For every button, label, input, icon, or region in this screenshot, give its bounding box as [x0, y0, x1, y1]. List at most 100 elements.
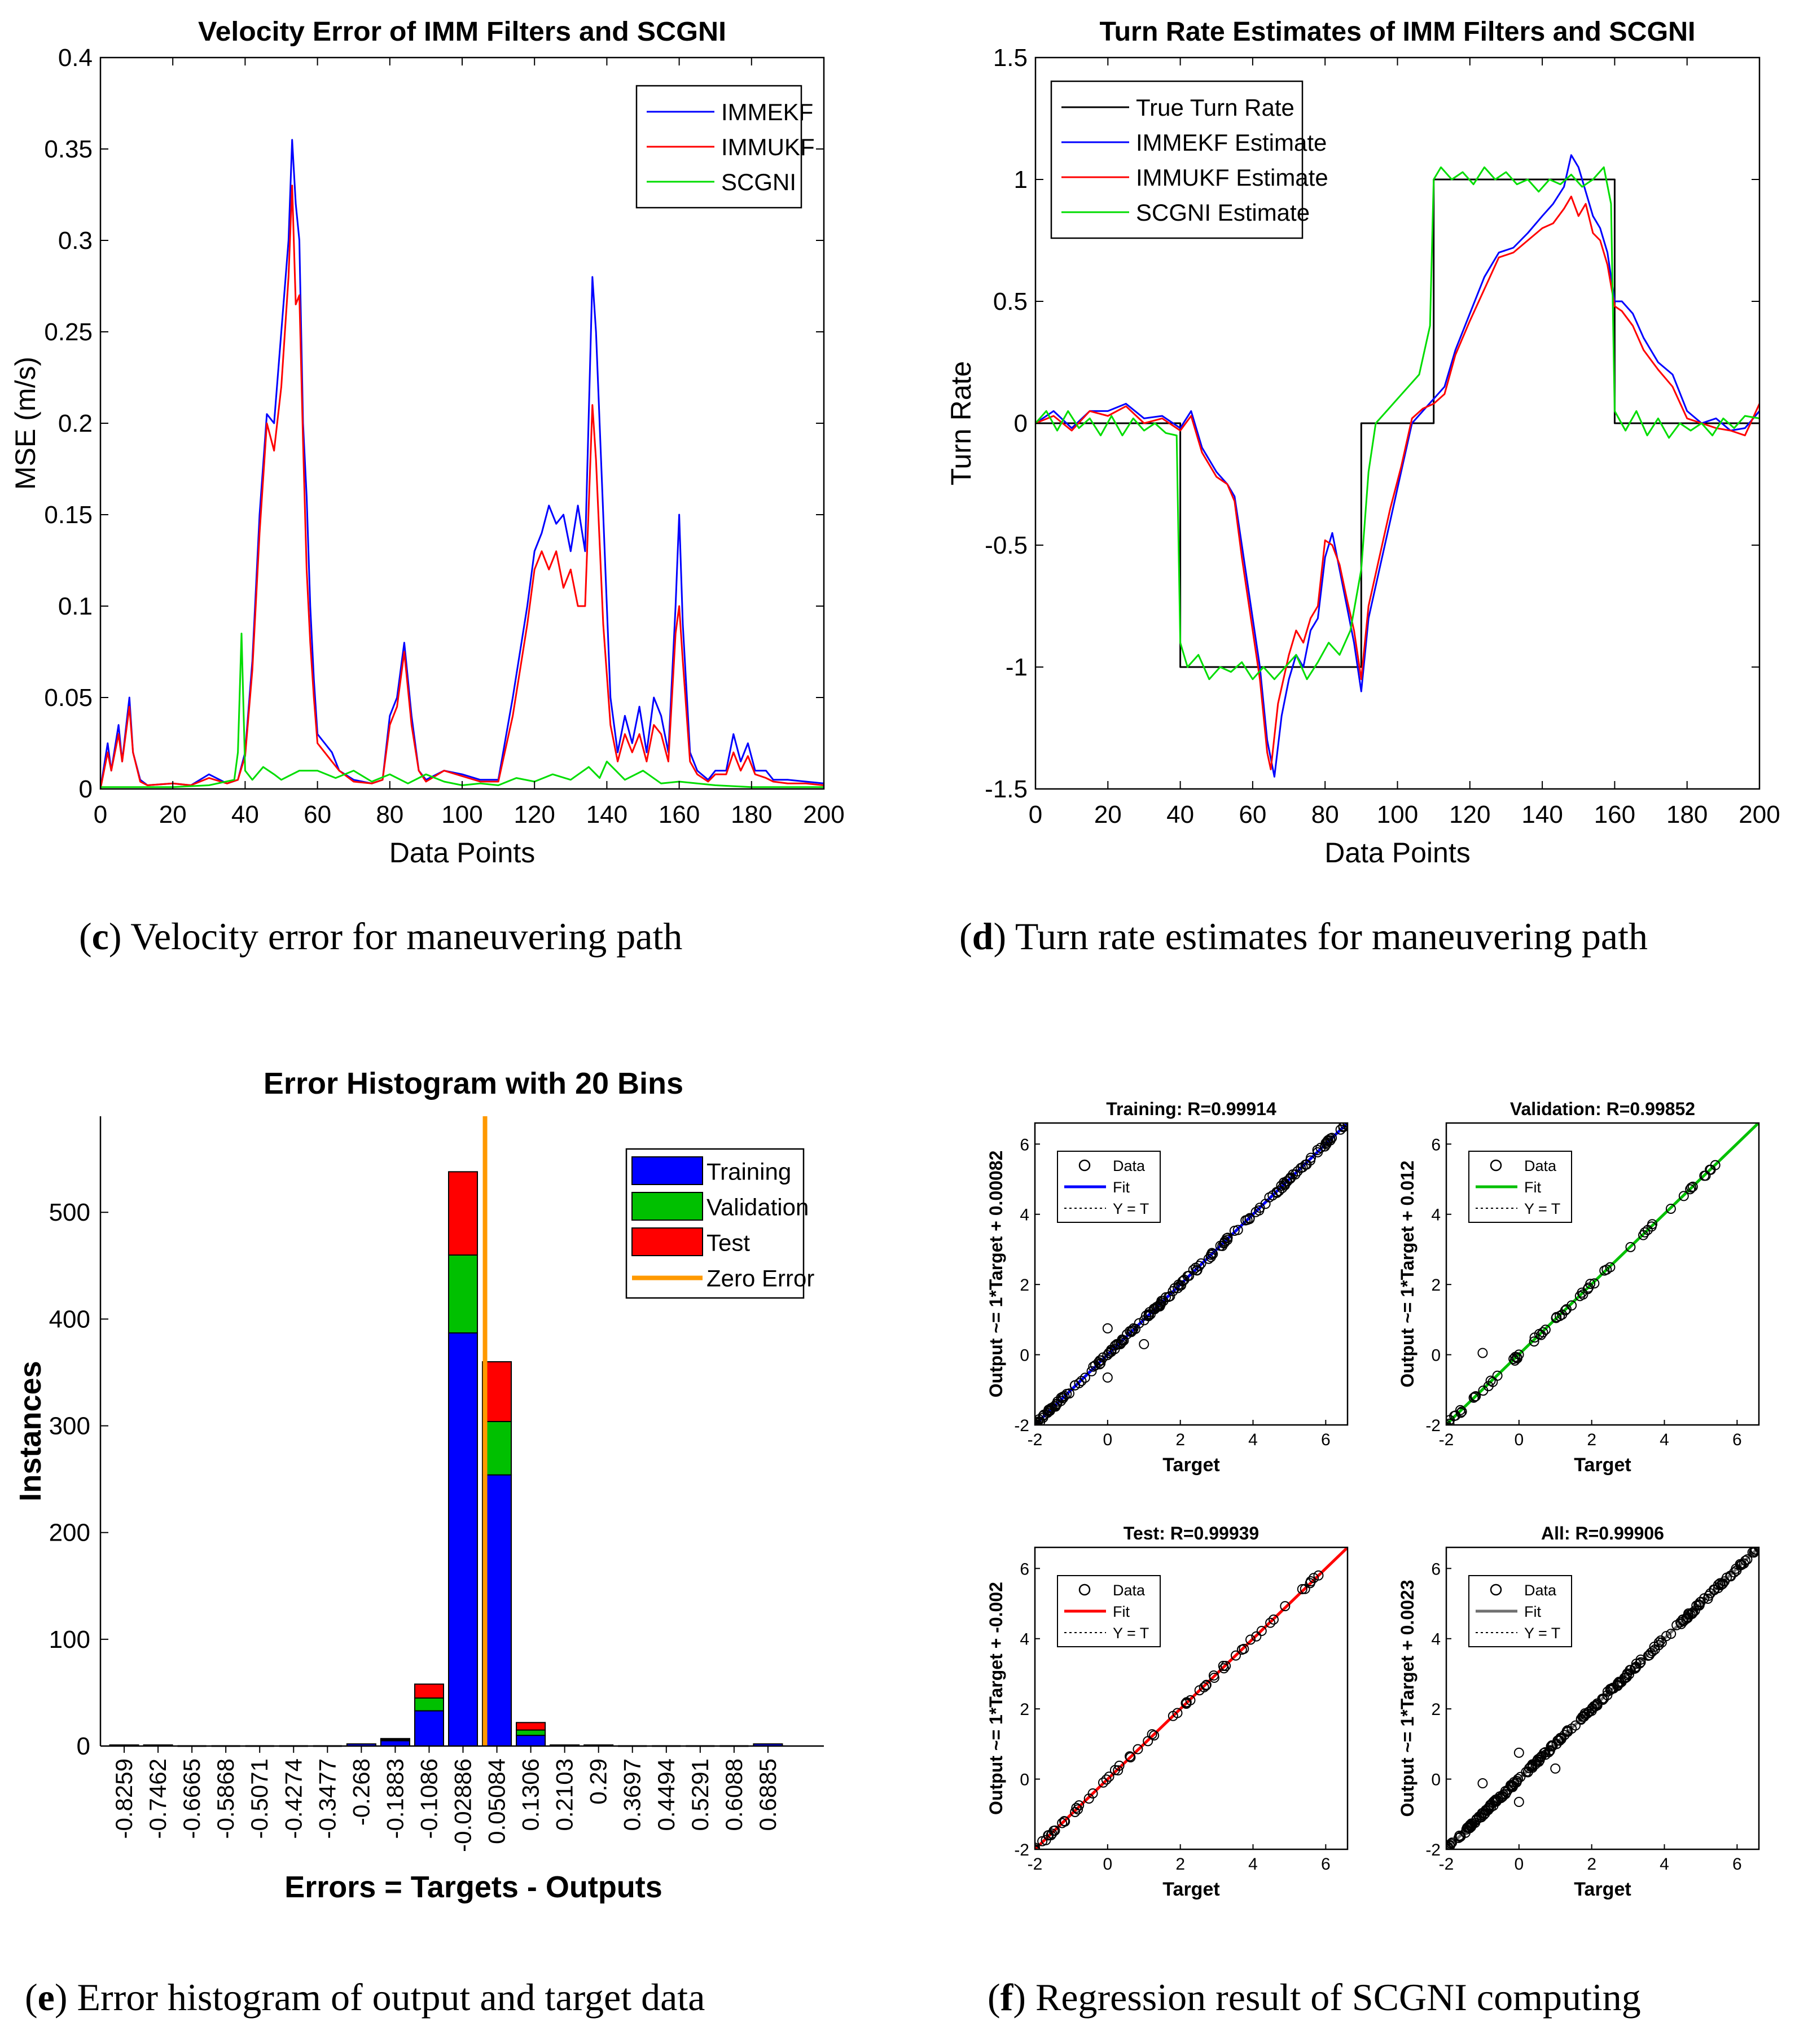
- data-point: [1098, 1352, 1108, 1363]
- x-tick-label: 100: [1377, 801, 1418, 828]
- data-point: [1147, 1729, 1157, 1740]
- y-tick-label: 0.5: [993, 288, 1028, 315]
- caption-f-text: Regression result of SCGNI computing: [1035, 1976, 1641, 2019]
- data-point: [1144, 1310, 1155, 1321]
- axes-frame: [1034, 1546, 1349, 1850]
- data-point: [1102, 1372, 1113, 1383]
- data-point: [1071, 1802, 1082, 1813]
- data-point: [1046, 1830, 1056, 1841]
- x-tick-label: -0.6665: [178, 1758, 205, 1839]
- x-axis-label: Data Points: [389, 837, 535, 869]
- data-point: [1625, 1242, 1636, 1252]
- data-point: [1544, 1745, 1555, 1756]
- y-tick-label: 0: [1020, 1771, 1029, 1789]
- x-tick-label: 20: [159, 801, 187, 828]
- legend-swatch: [631, 1156, 703, 1185]
- chart-title: Turn Rate Estimates of IMM Filters and S…: [1100, 17, 1696, 47]
- x-axis-label: Target: [1574, 1879, 1631, 1900]
- histogram-bar-training: [414, 1710, 444, 1747]
- y-tick-label: 6: [1431, 1560, 1441, 1578]
- data-point: [1446, 1843, 1454, 1849]
- data-point: [1218, 1660, 1228, 1671]
- legend-label: True Turn Rate: [1136, 94, 1294, 121]
- y-tick-label: -1: [1006, 653, 1028, 681]
- data-point: [1176, 1280, 1187, 1291]
- data-point: [1455, 1832, 1465, 1843]
- data-point: [1731, 1563, 1741, 1574]
- data-point: [1513, 1797, 1524, 1808]
- x-tick-label: 6: [1321, 1431, 1331, 1449]
- chart-title: Test: R=0.99939: [1124, 1523, 1259, 1543]
- data-point: [1194, 1261, 1205, 1271]
- x-tick-label: 0.05084: [484, 1758, 510, 1844]
- x-tick-label: 80: [1311, 801, 1339, 828]
- data-point: [1181, 1698, 1191, 1708]
- data-point: [1561, 1726, 1572, 1736]
- y-tick-label: 0.1: [58, 593, 93, 620]
- data-point: [1088, 1361, 1099, 1372]
- data-point: [1557, 1309, 1568, 1320]
- data-point: [1177, 1276, 1188, 1287]
- data-point: [1208, 1670, 1219, 1681]
- legend-swatch-data: [1490, 1159, 1502, 1172]
- data-point: [1635, 1657, 1646, 1668]
- data-point: [1251, 1631, 1262, 1642]
- data-point: [1148, 1304, 1159, 1314]
- data-point: [1309, 1573, 1319, 1584]
- legend-label: Y = T: [1113, 1200, 1149, 1217]
- histogram-bar-test: [447, 1171, 479, 1256]
- chart-title: Training: R=0.99914: [1106, 1099, 1276, 1119]
- caption-f-letter: f: [1000, 1976, 1013, 2019]
- x-tick-label: 140: [586, 801, 627, 828]
- chart-title: Error Histogram with 20 Bins: [264, 1067, 683, 1100]
- data-point: [1543, 1747, 1554, 1758]
- caption-d: (d) Turn rate estimates for maneuvering …: [959, 915, 1648, 958]
- data-point: [1274, 1186, 1284, 1196]
- fit-line: [1035, 1547, 1348, 1849]
- data-point: [1057, 1818, 1068, 1828]
- data-point: [1625, 1665, 1635, 1675]
- x-tick-label: -2: [1439, 1855, 1454, 1874]
- axes-frame: [1445, 1546, 1760, 1850]
- data-point: [1446, 1418, 1455, 1425]
- data-point: [1447, 1837, 1458, 1848]
- series-line-scgni: [100, 633, 824, 788]
- data-point: [1605, 1262, 1616, 1273]
- data-point: [1133, 1744, 1143, 1754]
- y-tick-label: 0.35: [44, 135, 93, 163]
- x-tick-label: -2: [1028, 1431, 1043, 1449]
- chart-velocity: 0 20 40 60 80 100 120 140 160 180 200 0 0.05 0.1 0.15 0…: [10, 17, 845, 869]
- data-point: [1555, 1732, 1566, 1743]
- y-tick-label: 0.3: [58, 227, 93, 255]
- x-tick-label: 160: [659, 801, 700, 828]
- data-point: [1280, 1601, 1291, 1612]
- data-point: [1319, 1141, 1330, 1152]
- data-point: [1449, 1411, 1460, 1422]
- x-tick-label: 60: [1239, 801, 1266, 828]
- y-axis-label: Output ~= 1*Target + 0.012: [1397, 1160, 1418, 1387]
- data-point: [1599, 1265, 1610, 1276]
- x-tick-label: -0.5071: [246, 1758, 273, 1839]
- y-tick-label: -2: [1014, 1416, 1029, 1435]
- data-point: [1456, 1406, 1467, 1417]
- x-tick-label: 40: [1166, 801, 1194, 828]
- x-tick-label: 0.2103: [551, 1758, 578, 1831]
- data-point: [1485, 1375, 1496, 1386]
- x-tick-label: 0: [94, 801, 107, 828]
- x-tick-label: 0.29: [585, 1758, 612, 1805]
- histogram-bar-training: [447, 1332, 479, 1747]
- data-point: [1478, 1385, 1489, 1396]
- y-tick-label: 400: [49, 1305, 90, 1333]
- data-point: [1592, 1698, 1603, 1709]
- histogram-bar-training: [380, 1740, 410, 1747]
- data-point: [1104, 1771, 1114, 1782]
- data-point: [1049, 1401, 1060, 1411]
- x-tick-label: 0: [1103, 1431, 1112, 1449]
- data-point: [1639, 1227, 1650, 1238]
- legend-label: SCGNI Estimate: [1136, 199, 1310, 226]
- x-axis-label: Errors = Targets - Outputs: [284, 1870, 662, 1904]
- legend-label: Data: [1113, 1157, 1146, 1174]
- data-point: [1621, 1670, 1632, 1681]
- data-point: [1613, 1678, 1623, 1688]
- chart-reg_all: -2 0 2 4 6 -2 0 2 4 6 All: R=0.99906 Target Output ~…: [1397, 1523, 1760, 1900]
